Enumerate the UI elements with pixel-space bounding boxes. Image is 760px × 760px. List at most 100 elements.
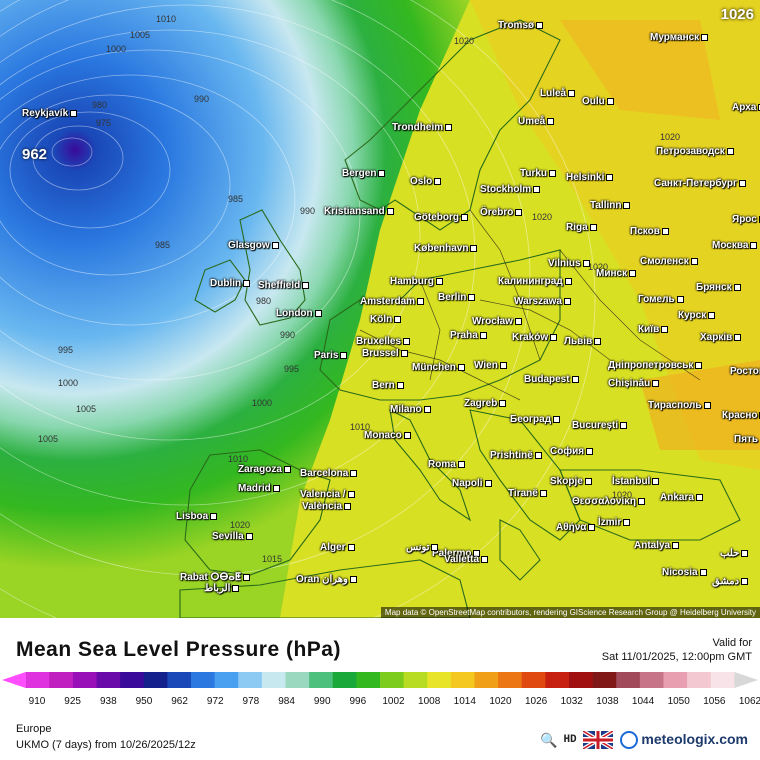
city-label[interactable]: Калининград	[498, 276, 572, 287]
city-label[interactable]: London	[276, 308, 322, 319]
city-label[interactable]: Kraków	[512, 332, 557, 343]
city-label[interactable]: Vilnius	[548, 258, 590, 269]
color-swatch	[25, 672, 50, 688]
city-label[interactable]: الرباط	[204, 583, 239, 594]
city-label[interactable]: Valletta	[444, 554, 488, 565]
city-label[interactable]: Reykjavík	[22, 108, 77, 119]
city-label[interactable]: Wrocław	[472, 316, 522, 327]
city-label[interactable]: Петрозаводск	[656, 146, 734, 157]
city-label[interactable]: حلب	[720, 548, 748, 559]
city-label[interactable]: Monaco	[364, 430, 411, 441]
city-label[interactable]: Пять	[734, 434, 760, 445]
pressure-map[interactable]: 1026 962 1010 1005 1000 990 980 975 985 985 990 9…	[0, 0, 760, 618]
city-label[interactable]: Budapest	[524, 374, 579, 385]
city-label[interactable]: Tromsø	[498, 20, 543, 31]
city-label[interactable]: Wien	[474, 360, 507, 371]
city-label[interactable]: Bern	[372, 380, 404, 391]
city-label[interactable]: Санкт-Петербург	[654, 178, 746, 189]
city-label[interactable]: Turku	[520, 168, 556, 179]
city-label[interactable]: Nicosia	[662, 567, 707, 578]
city-label[interactable]: Sevilla	[212, 531, 253, 542]
city-label[interactable]: Ярос	[732, 214, 760, 225]
zoom-icon[interactable]: 🔍	[540, 731, 558, 748]
city-label[interactable]: València	[302, 501, 351, 512]
city-label[interactable]: Valencia /	[300, 489, 355, 500]
city-label[interactable]: Milano	[390, 404, 431, 415]
city-label[interactable]: София	[550, 446, 593, 457]
city-label[interactable]: Köln	[370, 314, 401, 325]
city-label[interactable]: Tiranë	[508, 488, 547, 499]
city-label[interactable]: Арха	[732, 102, 760, 113]
city-label[interactable]: Warszawa	[514, 296, 571, 307]
uk-flag-icon[interactable]	[582, 731, 613, 749]
city-label[interactable]: Oulu	[582, 96, 614, 107]
city-label[interactable]: Красно	[722, 410, 760, 421]
city-label[interactable]: Stockholm	[480, 184, 540, 195]
city-label[interactable]: București	[572, 420, 627, 431]
city-label[interactable]: Zaragoza	[238, 464, 291, 475]
city-label[interactable]: München	[412, 362, 465, 373]
brand-logo[interactable]: meteologix.com	[620, 731, 748, 750]
city-label[interactable]: Kristiansand	[324, 206, 394, 217]
city-label[interactable]: Москва	[712, 240, 757, 251]
city-label[interactable]: Berlin	[438, 292, 475, 303]
city-label[interactable]: Lisboa	[176, 511, 217, 522]
city-label[interactable]: Дніпропетровськ	[608, 360, 702, 371]
city-label[interactable]: Oslo	[410, 176, 441, 187]
city-label[interactable]: Amsterdam	[360, 296, 424, 307]
city-label[interactable]: Мурманск	[650, 32, 708, 43]
city-label[interactable]: Roma	[428, 459, 465, 470]
city-label[interactable]: Київ	[638, 324, 668, 335]
city-label[interactable]: Praha	[450, 330, 487, 341]
isobar-value-label: 1020	[612, 490, 633, 500]
isobar-value-label: 1010	[156, 14, 177, 24]
city-label[interactable]: Luleå	[540, 88, 575, 99]
city-label[interactable]: Αθήνα	[556, 522, 595, 533]
city-label[interactable]: Madrid	[238, 483, 280, 494]
city-label[interactable]: Chișinău	[608, 378, 659, 389]
city-label[interactable]: Смоленск	[640, 256, 698, 267]
city-label[interactable]: Тирасполь	[648, 400, 711, 411]
city-label[interactable]: Харків	[700, 332, 741, 343]
city-label[interactable]: Θεσσαλονίκη	[572, 496, 645, 507]
city-label[interactable]: تونس	[406, 542, 438, 553]
city-label[interactable]: Dublin	[210, 278, 250, 289]
city-label[interactable]: Ankara	[660, 492, 703, 503]
city-label[interactable]: Sheffield	[258, 280, 309, 291]
city-label[interactable]: Tallinn	[590, 200, 630, 211]
city-label[interactable]: Paris	[314, 350, 347, 361]
city-label[interactable]: Prishtinë	[490, 450, 542, 461]
city-label[interactable]: Göteborg	[414, 212, 468, 223]
city-label[interactable]: Псков	[630, 226, 669, 237]
city-label[interactable]: Skopje	[550, 476, 592, 487]
city-label[interactable]: Hamburg	[390, 276, 443, 287]
city-label[interactable]: Helsinki	[566, 172, 613, 183]
city-label[interactable]: İzmir	[598, 517, 630, 528]
city-label[interactable]: Glasgow	[228, 240, 279, 251]
city-label[interactable]: Львів	[564, 336, 601, 347]
city-label[interactable]: Bergen	[342, 168, 385, 179]
city-label[interactable]: Bruxelles	[356, 336, 410, 347]
city-label[interactable]: İstanbul	[612, 476, 659, 487]
city-label[interactable]: Курск	[678, 310, 715, 321]
city-label[interactable]: Брянск	[696, 282, 741, 293]
city-label[interactable]: Alger	[320, 542, 355, 553]
city-label[interactable]: Rabat ⵔⴱⴰⵟ	[180, 572, 250, 583]
city-label[interactable]: Barcelona	[300, 468, 357, 479]
city-label[interactable]: København	[414, 243, 477, 254]
city-label[interactable]: Oran وهران	[296, 574, 357, 585]
city-label[interactable]: Napoli	[452, 478, 492, 489]
city-label[interactable]: Београд	[510, 414, 560, 425]
city-label[interactable]: Riga	[566, 222, 597, 233]
city-label[interactable]: Antalya	[634, 540, 679, 551]
city-label[interactable]: Trondheim	[392, 122, 452, 133]
city-label[interactable]: Brussel	[362, 348, 408, 359]
city-label[interactable]: Örebro	[480, 207, 522, 218]
city-label[interactable]: دمشق	[712, 576, 748, 587]
city-label[interactable]: Umeå	[518, 116, 554, 127]
city-label[interactable]: Гомель	[638, 294, 684, 305]
city-label[interactable]: Zagreb	[464, 398, 506, 409]
city-label[interactable]: Ростов	[730, 366, 760, 377]
city-label[interactable]: Минск	[596, 268, 636, 279]
hd-toggle[interactable]: HD	[563, 734, 577, 746]
